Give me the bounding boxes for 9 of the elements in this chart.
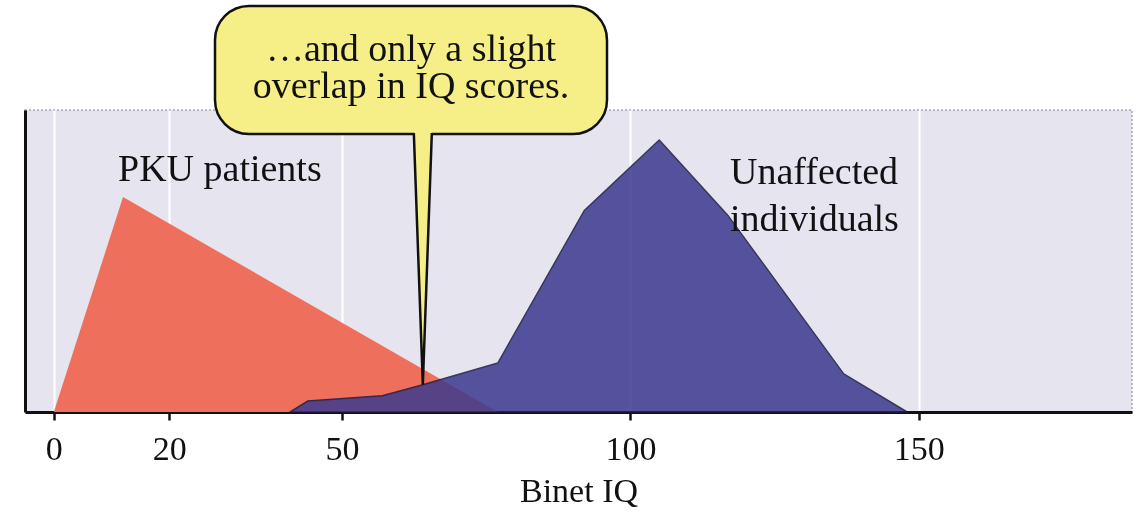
annotation: …and only a slight overlap in IQ scores.: [252, 27, 570, 106]
x-axis-title: Binet IQ: [519, 471, 639, 509]
x-tick-label: 20: [152, 429, 187, 467]
series-label: Unaffected individuals: [730, 150, 899, 239]
x-tick-label: 0: [45, 429, 63, 467]
x-tick-label: 50: [325, 429, 360, 467]
series-label: PKU patients: [118, 147, 322, 189]
x-tick-label: 150: [893, 429, 945, 467]
x-tick-label: 100: [605, 429, 657, 467]
